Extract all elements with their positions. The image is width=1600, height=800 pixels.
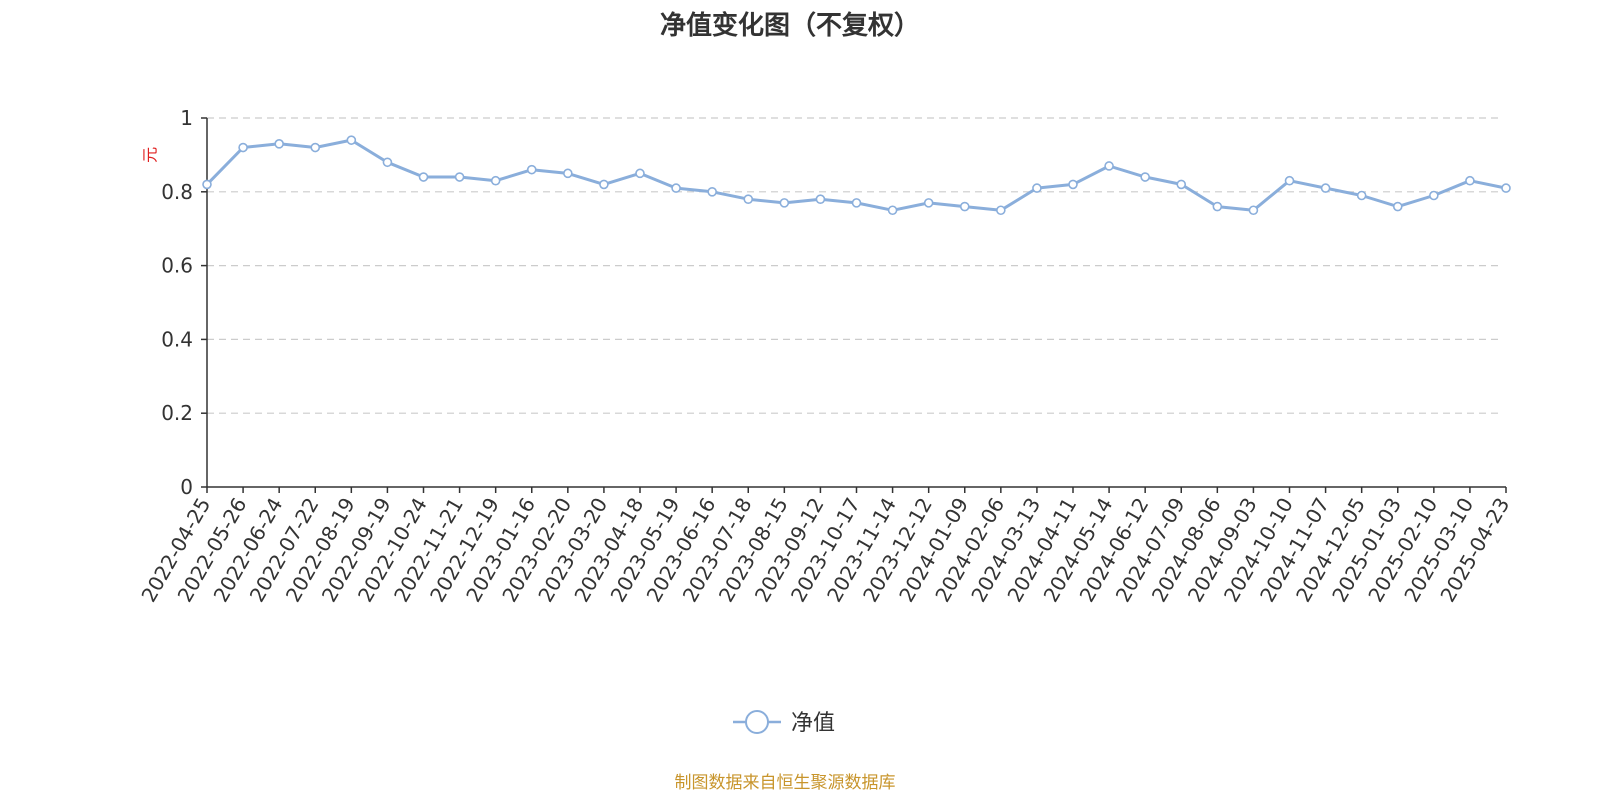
data-point bbox=[274, 139, 284, 149]
data-point bbox=[310, 142, 321, 153]
data-point bbox=[1176, 179, 1187, 190]
data-point bbox=[1501, 183, 1511, 193]
data-point bbox=[707, 187, 717, 197]
data-point bbox=[238, 142, 248, 153]
legend[interactable]: 净值 bbox=[733, 710, 835, 736]
y-tick-label: 0.6 bbox=[161, 254, 193, 278]
data-point bbox=[1392, 201, 1403, 212]
data-point bbox=[1104, 161, 1114, 171]
data-point bbox=[599, 179, 609, 190]
data-point bbox=[996, 205, 1006, 216]
data-point bbox=[959, 201, 970, 212]
data-point bbox=[1320, 183, 1331, 193]
x-axis-ticks: 2022-04-252022-05-262022-06-242022-07-22… bbox=[136, 487, 1514, 606]
data-point bbox=[887, 205, 898, 216]
grid-lines bbox=[207, 117, 1500, 414]
data-point bbox=[1068, 179, 1078, 190]
data-point bbox=[635, 168, 645, 179]
legend-label: 净值 bbox=[791, 711, 835, 736]
y-tick-label: 0.2 bbox=[161, 401, 193, 425]
data-point bbox=[382, 157, 393, 168]
source-note: 制图数据来自恒生聚源数据库 bbox=[675, 773, 896, 793]
data-point bbox=[1356, 190, 1367, 201]
data-point bbox=[563, 168, 573, 179]
y-tick-label: 0.4 bbox=[161, 327, 193, 351]
y-axis-unit-label: 元 bbox=[141, 147, 160, 163]
data-point bbox=[815, 194, 826, 204]
data-point bbox=[851, 198, 862, 208]
data-point bbox=[923, 198, 934, 208]
data-point bbox=[202, 179, 212, 190]
data-point bbox=[671, 183, 681, 193]
y-tick-label: 0 bbox=[180, 475, 193, 499]
data-point bbox=[1212, 201, 1223, 212]
chart-title: 净值变化图（不复权） bbox=[660, 10, 920, 41]
data-point bbox=[743, 194, 754, 204]
y-tick-label: 0.8 bbox=[161, 180, 193, 204]
axes bbox=[206, 118, 1506, 488]
data-point bbox=[1032, 183, 1042, 193]
data-point bbox=[418, 172, 429, 182]
data-point bbox=[1248, 205, 1259, 216]
data-point bbox=[1429, 190, 1439, 201]
data-point bbox=[454, 172, 465, 182]
data-point bbox=[1140, 172, 1150, 182]
y-tick-label: 1 bbox=[180, 106, 193, 130]
data-point bbox=[346, 135, 357, 145]
data-point bbox=[1284, 175, 1295, 186]
series-group bbox=[202, 135, 1511, 216]
data-point bbox=[526, 164, 537, 175]
data-point bbox=[1465, 175, 1475, 186]
data-point bbox=[779, 198, 790, 208]
y-axis-ticks: 0 0.2 0.4 0.6 0.8 1 bbox=[161, 106, 207, 499]
legend-marker-icon bbox=[745, 710, 769, 734]
data-point bbox=[490, 175, 501, 186]
